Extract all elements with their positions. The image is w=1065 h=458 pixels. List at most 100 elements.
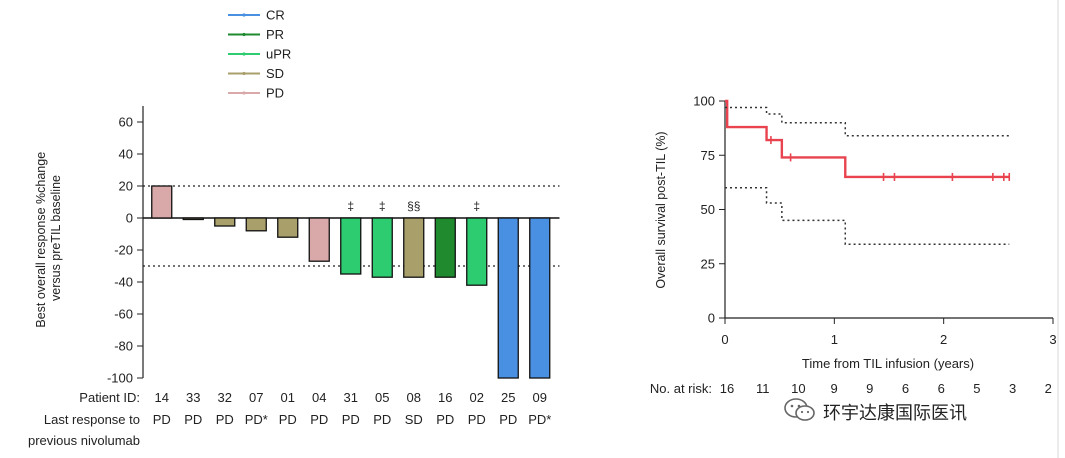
bar-marker: ‡ [379,199,386,213]
legend-label: uPR [266,47,291,62]
wechat-icon [784,398,815,421]
patient-id-label: 14 [155,390,169,405]
bar-patient-31 [340,217,362,275]
km-y-tick-label: 75 [701,148,715,163]
patient-id-label: 01 [281,390,295,405]
at-risk-count: 9 [830,381,837,396]
legend-item-pd: PD [228,86,284,101]
y-tick-label: 0 [126,211,133,226]
km-y-tick-label: 25 [701,256,715,271]
at-risk-count: 6 [938,381,945,396]
km-y-tick-label: 100 [693,94,715,109]
km-x-tick-label: 2 [940,332,947,347]
bar-patient-25 [497,217,519,379]
last-response-label: PD [342,412,360,427]
patient-id-label: 07 [249,390,263,405]
km-curves [725,99,1010,245]
at-risk-count: 10 [791,381,805,396]
y-tick-label: -60 [114,307,133,322]
legend-marker [242,71,246,76]
at-risk-count: 2 [1045,381,1052,396]
legend-label: SD [266,66,284,81]
at-risk-row: 16 11 10 9 9 6 6 5 3 2 [720,381,1052,396]
at-risk-count: 6 [902,381,909,396]
bar-patient-02 [466,217,488,286]
y-axis: 60 40 20 0 -20 -40 -60 -80 -100 [107,106,144,386]
y-tick-label: -100 [107,371,133,386]
last-response-label: PD [468,412,486,427]
at-risk-label: No. at risk: [650,381,712,396]
bar-annotations: ‡ ‡ §§ ‡ [347,199,480,213]
bar-patient-09 [529,217,551,379]
y-tick-label: 20 [119,179,133,194]
legend-item-cr: CR [228,8,285,23]
bar-patient-16 [434,217,456,278]
waterfall-chart: CR PR uPR SD PD 60 40 20 0 -20 -40 -60 -80 -100 ‡ ‡ §§… [28,8,560,448]
bar-patient-07 [245,217,267,232]
legend-item-sd: SD [228,66,284,81]
at-risk-count: 11 [756,381,770,396]
bar-marker: ‡ [473,199,480,213]
legend-label: PR [266,27,284,42]
bar-marker: ‡ [347,199,354,213]
at-risk-count: 3 [1009,381,1016,396]
km-upper-ci-line [725,106,1010,137]
patient-id-label: 02 [470,390,484,405]
patient-id-label: 25 [501,390,515,405]
km-x-axis-label: Time from TIL infusion (years) [802,356,974,371]
watermark-text: 环宇达康国际医讯 [823,403,967,423]
patient-id-label: 31 [344,390,358,405]
last-response-label: PD [216,412,234,427]
legend-marker [242,32,246,37]
x-category-labels: 14 PD 33 PD 32 PD 07 PD* 01 PD 04 PD 31 PD 05 PD 08 SD 16 P… [153,390,552,427]
at-risk-count: 5 [973,381,980,396]
last-response-label: PD [373,412,391,427]
km-x-tick-label: 0 [721,332,728,347]
bar-patient-08 [403,217,425,278]
patient-id-label: 16 [438,390,452,405]
km-x-tick-label: 1 [831,332,838,347]
last-response-label: PD [153,412,171,427]
km-y-tick-label: 50 [701,202,715,217]
bar-patient-04 [308,217,330,262]
last-response-label: PD [436,412,454,427]
last-response-label: PD [310,412,328,427]
bar-patient-32 [214,217,236,227]
legend-item-upr: uPR [228,47,291,62]
legend-marker [242,52,246,56]
patient-id-label: 32 [218,390,232,405]
bar-marker: §§ [407,199,420,213]
chart-legend: CR PR uPR SD PD [228,8,291,101]
at-risk-count: 9 [866,381,873,396]
y-tick-label: -20 [114,243,133,258]
last-response-label: PD [184,412,202,427]
bar-patient-33 [182,217,204,221]
legend-label: CR [266,8,285,23]
legend-marker [242,13,246,17]
y-axis-label: Best overall response %change versus pre… [34,148,63,327]
censor-marks [770,136,1011,181]
legend-item-pr: PR [228,27,284,42]
last-response-label: SD [405,412,423,427]
last-response-label: PD* [245,412,268,427]
last-response-label: PD [499,412,517,427]
legend-label: PD [266,86,284,101]
patient-id-label: 09 [533,390,547,405]
last-response-label: PD [279,412,297,427]
km-estimate-line [725,99,1010,179]
km-lower-ci-line [725,187,1010,245]
patient-id-label: 04 [312,390,326,405]
km-x-tick-label: 3 [1049,332,1056,347]
km-y-axis-label: Overall survival post-TIL (%) [654,131,668,288]
km-y-tick-label: 0 [708,311,715,326]
last-response-label: PD* [528,412,551,427]
km-axes: 0 25 50 75 100 0 1 2 3 [693,94,1056,348]
y-tick-label: -40 [114,275,133,290]
last-response-row-label-line2: previous nivolumab [28,433,140,448]
patient-id-label: 08 [407,390,421,405]
last-response-row-label-line1: Last response to [44,412,140,427]
bars [151,185,551,379]
patient-id-label: 33 [186,390,200,405]
